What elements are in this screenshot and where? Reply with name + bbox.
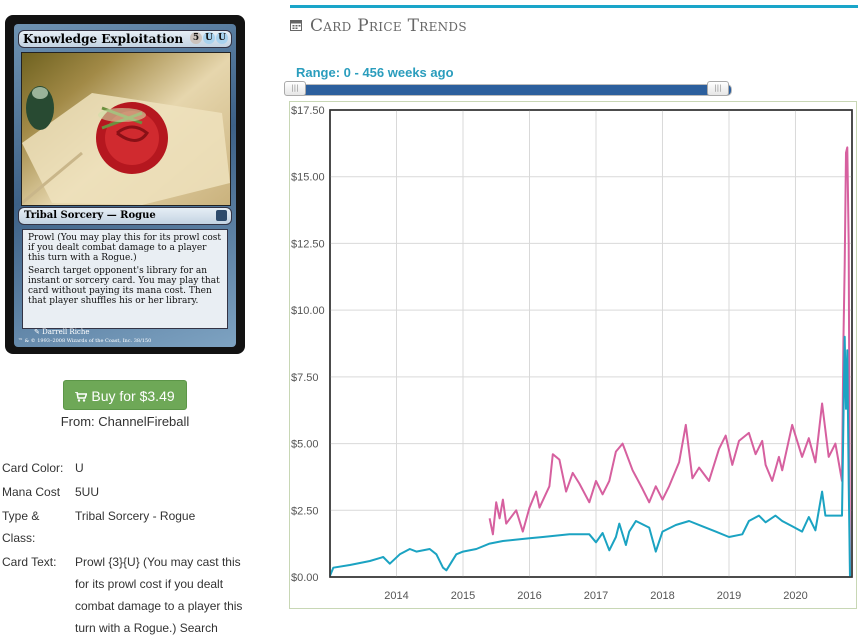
card-text-box: Prowl (You may play this for its prowl c… — [22, 229, 228, 329]
y-tick-label: $17.50 — [291, 105, 325, 117]
y-tick-label: $12.50 — [291, 238, 325, 250]
detail-label: Type & Class: — [2, 509, 40, 545]
detail-label: Mana Cost — [2, 485, 61, 499]
artist-name: Darrell Riche — [42, 328, 90, 336]
range-label: Range: 0 - 456 weeks ago — [296, 65, 454, 80]
card-artist: ✎ Darrell Riche — [34, 328, 90, 336]
x-tick-label: 2019 — [717, 590, 741, 602]
x-tick-label: 2017 — [584, 590, 608, 602]
series-line-pink — [488, 146, 851, 578]
set-symbol-icon — [216, 210, 227, 221]
detail-label: Card Color: — [2, 461, 64, 475]
buy-vendor: From: ChannelFireball — [60, 414, 190, 429]
card-details: Card Color: U Mana Cost 5UU Type & Class… — [2, 457, 255, 641]
x-tick-label: 2014 — [384, 590, 408, 602]
detail-row-mana-cost: Mana Cost 5UU — [2, 481, 255, 503]
price-chart: $0.00 $2.50 $5.00 $7.50 $10.00 $12.50 $15.00 $1… — [289, 101, 857, 613]
card-mana-cost: 5 U U — [190, 32, 228, 44]
card-type-line: Tribal Sorcery — Rogue — [24, 210, 156, 221]
card-art — [21, 52, 231, 206]
mana-symbol-generic: 5 — [190, 32, 202, 44]
calendar-icon — [290, 20, 302, 31]
x-tick-label: 2015 — [451, 590, 475, 602]
card-art-illustration — [22, 86, 230, 205]
y-tick-label: $10.00 — [291, 305, 325, 317]
card-title-bar: Knowledge Exploitation 5 U U — [18, 30, 232, 48]
section-title-text: Card Price Trends — [310, 16, 467, 36]
chart-plot-border — [329, 109, 853, 578]
price-chart-svg: $0.00 $2.50 $5.00 $7.50 $10.00 $12.50 $15.00 $1… — [289, 101, 857, 609]
y-tick-label: $2.50 — [291, 505, 319, 517]
detail-row-text: Card Text: Prowl {3}{U} (You may cast th… — [2, 551, 255, 639]
card-rules-effect: Search target opponent's library for an … — [28, 266, 220, 306]
y-tick-label: $5.00 — [291, 439, 319, 451]
section-title: Card Price Trends — [290, 16, 467, 36]
card-type-bar: Tribal Sorcery — Rogue — [18, 207, 232, 225]
mana-symbol-blue: U — [216, 32, 228, 44]
range-slider-handle-max[interactable]: ||| — [707, 81, 729, 96]
detail-value: Prowl {3}{U} (You may cast this for its … — [75, 555, 243, 635]
card-rules-prowl: Prowl (You may play this for its prowl c… — [28, 233, 222, 263]
buy-button-label: Buy for $3.49 — [91, 388, 175, 404]
buy-button[interactable]: Buy for $3.49 — [63, 380, 187, 410]
mana-symbol-blue: U — [203, 32, 215, 44]
detail-value: Tribal Sorcery - Rogue — [75, 509, 196, 523]
range-slider-handle-min[interactable]: ||| — [284, 81, 306, 96]
card-image: Knowledge Exploitation 5 U U Tribal Sorc… — [5, 15, 245, 354]
chart-plot-area — [329, 109, 853, 578]
x-tick-label: 2016 — [517, 590, 541, 602]
y-tick-label: $7.50 — [291, 372, 319, 384]
y-tick-label: $0.00 — [291, 572, 319, 584]
series-line-blue — [329, 335, 851, 578]
detail-row-type: Type & Class: Tribal Sorcery - Rogue — [2, 505, 255, 549]
detail-row-color: Card Color: U — [2, 457, 255, 479]
detail-value: U — [75, 461, 84, 475]
cart-icon — [75, 392, 88, 402]
y-tick-label: $15.00 — [291, 172, 325, 184]
x-tick-label: 2018 — [650, 590, 674, 602]
x-tick-label: 2020 — [783, 590, 807, 602]
card-name: Knowledge Exploitation — [23, 32, 184, 46]
section-accent-bar — [290, 5, 858, 8]
detail-value: 5UU — [75, 485, 100, 499]
detail-label: Card Text: — [2, 555, 57, 569]
card-frame: Knowledge Exploitation 5 U U Tribal Sorc… — [14, 24, 236, 347]
range-slider-track[interactable] — [284, 84, 732, 96]
card-copyright: ™ & © 1993–2008 Wizards of the Coast, In… — [18, 338, 152, 344]
